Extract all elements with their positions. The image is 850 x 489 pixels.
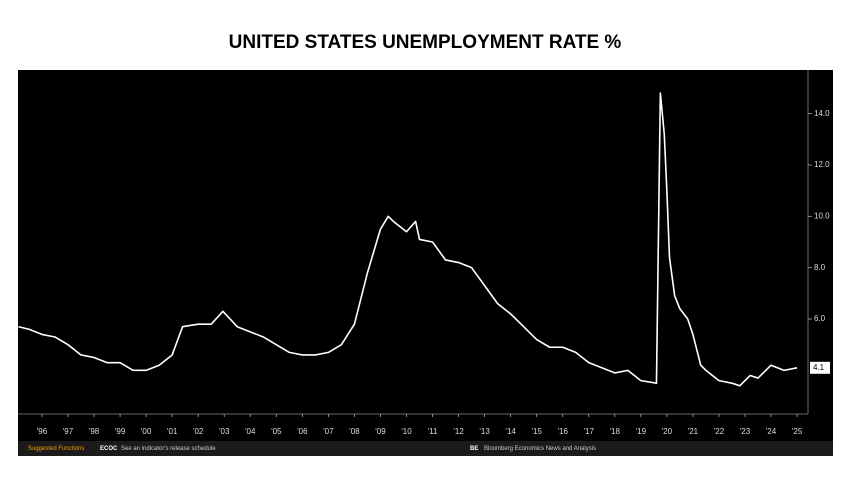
x-tick-label: '01 xyxy=(167,427,178,436)
chart-panel xyxy=(18,70,833,456)
x-tick-label: '05 xyxy=(271,427,282,436)
x-tick-label: '16 xyxy=(558,427,569,436)
x-tick-label: '24 xyxy=(766,427,777,436)
y-tick-label: 6.0 xyxy=(814,314,826,323)
x-tick-label: '11 xyxy=(428,427,438,436)
footer-code: BE xyxy=(470,446,478,452)
x-tick-label: '10 xyxy=(401,427,412,436)
footer-bar xyxy=(18,441,833,456)
x-tick-label: '20 xyxy=(662,427,673,436)
footer-desc: Bloomberg Economics News and Analysis xyxy=(484,446,596,452)
x-tick-label: '17 xyxy=(584,427,595,436)
line-series xyxy=(18,92,798,387)
x-tick-label: '96 xyxy=(37,427,48,436)
x-tick-label: '03 xyxy=(219,427,230,436)
y-tick-label: 10.0 xyxy=(814,211,830,220)
x-tick-label: '25 xyxy=(792,427,803,436)
footer-desc: See an indicator's release schedule xyxy=(121,446,216,452)
footer-functions: Suggested Functions xyxy=(28,446,84,452)
x-tick-label: '19 xyxy=(636,427,647,436)
footer-code: ECOC xyxy=(100,446,118,452)
y-tick-label: 8.0 xyxy=(814,263,826,272)
y-tick-label: 14.0 xyxy=(814,109,830,118)
x-tick-label: '18 xyxy=(610,427,621,436)
x-tick-label: '00 xyxy=(141,427,152,436)
x-tick-label: '23 xyxy=(740,427,751,436)
x-tick-label: '13 xyxy=(479,427,490,436)
x-tick-label: '97 xyxy=(63,427,74,436)
x-tick-label: '02 xyxy=(193,427,204,436)
x-tick-label: '21 xyxy=(688,427,699,436)
x-tick-label: '09 xyxy=(375,427,386,436)
last-value-box xyxy=(810,361,830,374)
x-tick-label: '08 xyxy=(349,427,360,436)
x-tick-label: '99 xyxy=(115,427,126,436)
x-tick-label: '04 xyxy=(245,427,256,436)
x-tick-label: '07 xyxy=(323,427,334,436)
y-tick-label: 12.0 xyxy=(814,160,830,169)
chart-title: UNITED STATES UNEMPLOYMENT RATE % xyxy=(229,32,622,53)
last-value-label: 4.1 xyxy=(813,363,825,372)
x-tick-label: '98 xyxy=(89,427,100,436)
x-tick-label: '06 xyxy=(297,427,308,436)
x-tick-label: '14 xyxy=(505,427,516,436)
x-tick-label: '22 xyxy=(714,427,725,436)
x-tick-label: '12 xyxy=(453,427,464,436)
x-tick-label: '15 xyxy=(531,427,542,436)
